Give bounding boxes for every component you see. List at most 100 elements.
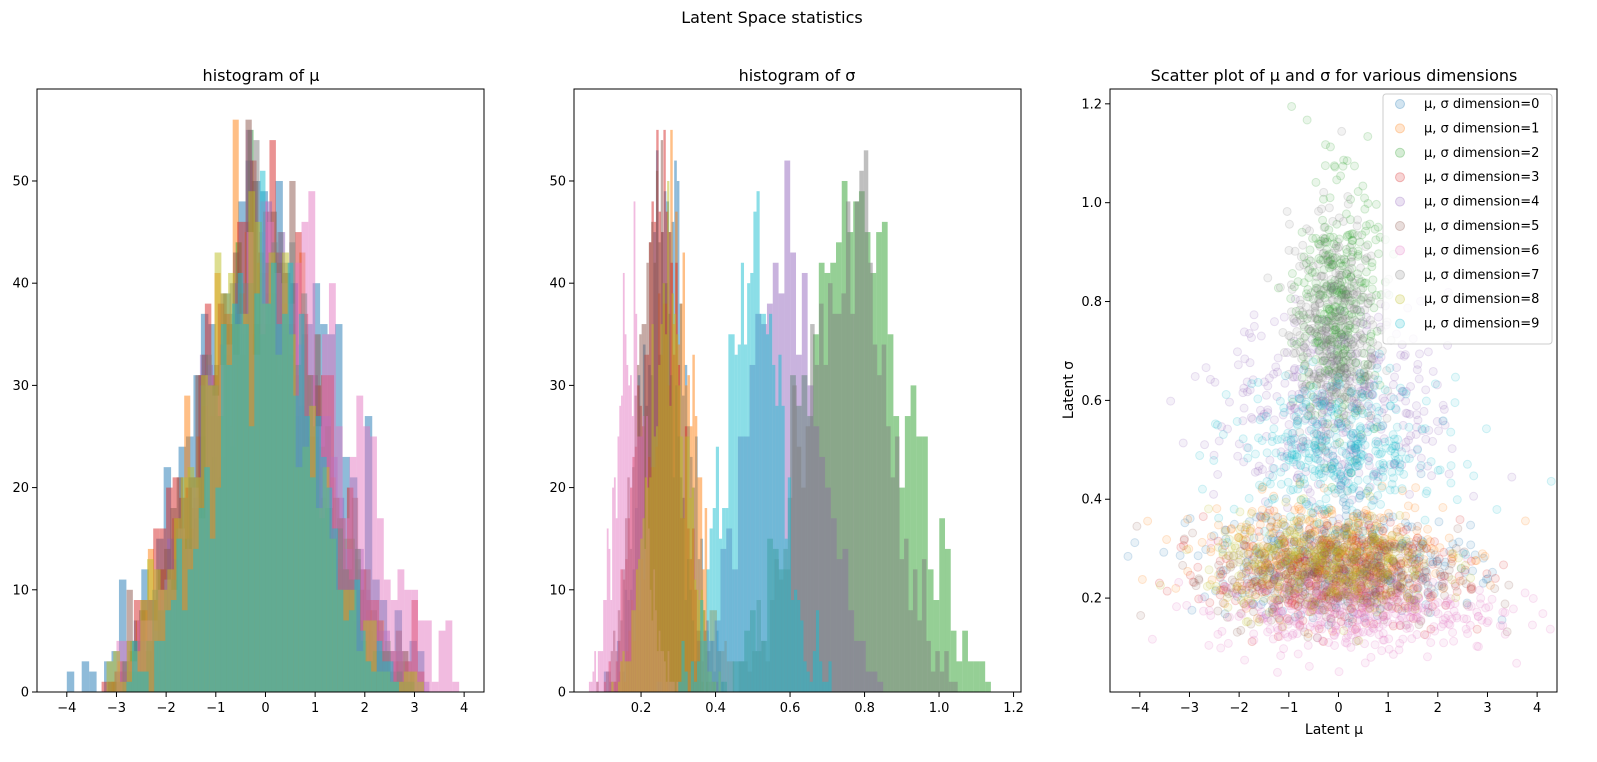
scatter-point bbox=[1464, 602, 1474, 612]
sigma-hist-bar bbox=[617, 436, 620, 692]
sigma-hist-bar bbox=[731, 334, 735, 692]
scatter-point bbox=[1313, 633, 1323, 643]
scatter-point bbox=[1328, 516, 1338, 526]
scatter-point bbox=[1499, 560, 1509, 570]
legend-marker bbox=[1395, 99, 1405, 109]
scatter-point bbox=[1244, 517, 1254, 527]
scatter-point bbox=[1371, 199, 1381, 209]
scatter-point bbox=[1461, 549, 1471, 559]
sigma-hist-bar bbox=[601, 651, 604, 692]
scatter-point bbox=[1370, 560, 1380, 570]
sigma-hist-bar bbox=[810, 324, 815, 692]
sigma-hist-bar bbox=[658, 364, 661, 692]
scatter-point bbox=[1376, 499, 1386, 509]
scatter-point bbox=[1285, 526, 1295, 536]
sigma-hist-bar bbox=[956, 661, 963, 692]
scatter-point bbox=[1507, 472, 1517, 482]
legend-label: μ, σ dimension=7 bbox=[1424, 268, 1539, 283]
scatter-point bbox=[1385, 576, 1395, 586]
scatter-point bbox=[1428, 577, 1438, 587]
scatter-point bbox=[1321, 560, 1331, 570]
scatter-point bbox=[1283, 477, 1293, 487]
scatter-point bbox=[1446, 559, 1456, 569]
scatter-point bbox=[1439, 547, 1449, 557]
scatter-point bbox=[1432, 557, 1442, 567]
scatter-point bbox=[1260, 526, 1270, 536]
scatter-point bbox=[1263, 273, 1273, 283]
scatter-point bbox=[1362, 591, 1372, 601]
scatter-point bbox=[1327, 554, 1337, 564]
scatter-point bbox=[1478, 578, 1488, 588]
legend-label: μ, σ dimension=8 bbox=[1424, 292, 1539, 307]
scatter-point bbox=[1268, 533, 1278, 543]
scatter-point bbox=[1310, 599, 1320, 609]
scatter-point bbox=[1315, 371, 1325, 381]
scatter-point bbox=[1233, 451, 1243, 461]
scatter-point bbox=[1265, 455, 1275, 465]
scatter-point bbox=[1492, 504, 1502, 514]
sigma-hist-bar bbox=[801, 272, 808, 692]
mu-hist-bar bbox=[209, 538, 216, 692]
mu-hist-bar bbox=[143, 671, 149, 692]
scatter-point bbox=[1392, 573, 1402, 583]
scatter-point bbox=[1267, 605, 1277, 615]
scatter-point bbox=[1269, 545, 1279, 555]
scatter-point bbox=[1175, 550, 1185, 560]
scatter-point bbox=[1265, 566, 1275, 576]
scatter-point bbox=[1404, 541, 1414, 551]
scatter-point bbox=[1313, 568, 1323, 578]
scatter-point bbox=[1249, 321, 1259, 331]
scatter-point bbox=[1274, 613, 1284, 623]
scatter-point bbox=[1355, 546, 1365, 556]
scatter-point bbox=[1334, 514, 1344, 524]
scatter-point bbox=[1449, 636, 1459, 646]
scatter-point bbox=[1330, 640, 1340, 650]
scatter-point bbox=[1309, 429, 1319, 439]
scatter-point bbox=[1213, 606, 1223, 616]
sigma-histogram-panel: histogram of σ 0.2 0.4 0.6 0.8 1.0 1.20102030… bbox=[549, 66, 1023, 716]
scatter-point bbox=[1377, 547, 1387, 557]
sigma-hist-bar bbox=[921, 559, 927, 692]
scatter-point bbox=[1462, 598, 1472, 608]
scatter-point bbox=[1374, 549, 1384, 559]
scatter-point bbox=[1335, 545, 1345, 555]
sigma-hist-bar bbox=[676, 334, 679, 692]
scatter-point bbox=[1323, 573, 1333, 583]
scatter-point bbox=[1405, 489, 1415, 499]
scatter-point bbox=[1245, 358, 1255, 368]
scatter-point bbox=[1460, 567, 1470, 577]
scatter-point bbox=[1294, 559, 1304, 569]
scatter-point bbox=[1342, 530, 1352, 540]
scatter-point bbox=[1395, 510, 1405, 520]
scatter-point bbox=[1255, 480, 1265, 490]
sigma-hist-bar bbox=[796, 446, 802, 692]
scatter-point bbox=[1487, 567, 1497, 577]
sigma-hist-bar bbox=[655, 426, 659, 692]
scatter-point bbox=[1258, 596, 1268, 606]
scatter-point bbox=[1358, 627, 1368, 637]
scatter-point bbox=[1303, 640, 1313, 650]
scatter-point bbox=[1343, 199, 1353, 209]
scatter-point bbox=[1330, 529, 1340, 539]
scatter-point bbox=[1349, 161, 1359, 171]
scatter-point bbox=[1375, 459, 1385, 469]
sigma-hist-bar bbox=[664, 334, 668, 692]
scatter-point bbox=[1326, 381, 1336, 391]
scatter-point bbox=[1410, 570, 1420, 580]
mu-hist-bar bbox=[411, 589, 419, 692]
scatter-point bbox=[1380, 545, 1390, 555]
scatter-point bbox=[1254, 542, 1264, 552]
sigma-hist-bar bbox=[814, 364, 820, 692]
mu-hist-bar bbox=[304, 416, 310, 692]
scatter-point bbox=[1401, 536, 1411, 546]
scatter-point bbox=[1441, 601, 1451, 611]
scatter-point bbox=[1371, 565, 1381, 575]
scatter-point bbox=[1123, 551, 1133, 561]
scatter-point bbox=[1384, 545, 1394, 555]
scatter-point bbox=[1312, 272, 1322, 282]
scatter-point bbox=[1345, 363, 1355, 373]
scatter-point bbox=[1316, 290, 1326, 300]
scatter-point bbox=[1372, 558, 1382, 568]
scatter-point bbox=[1341, 573, 1351, 583]
